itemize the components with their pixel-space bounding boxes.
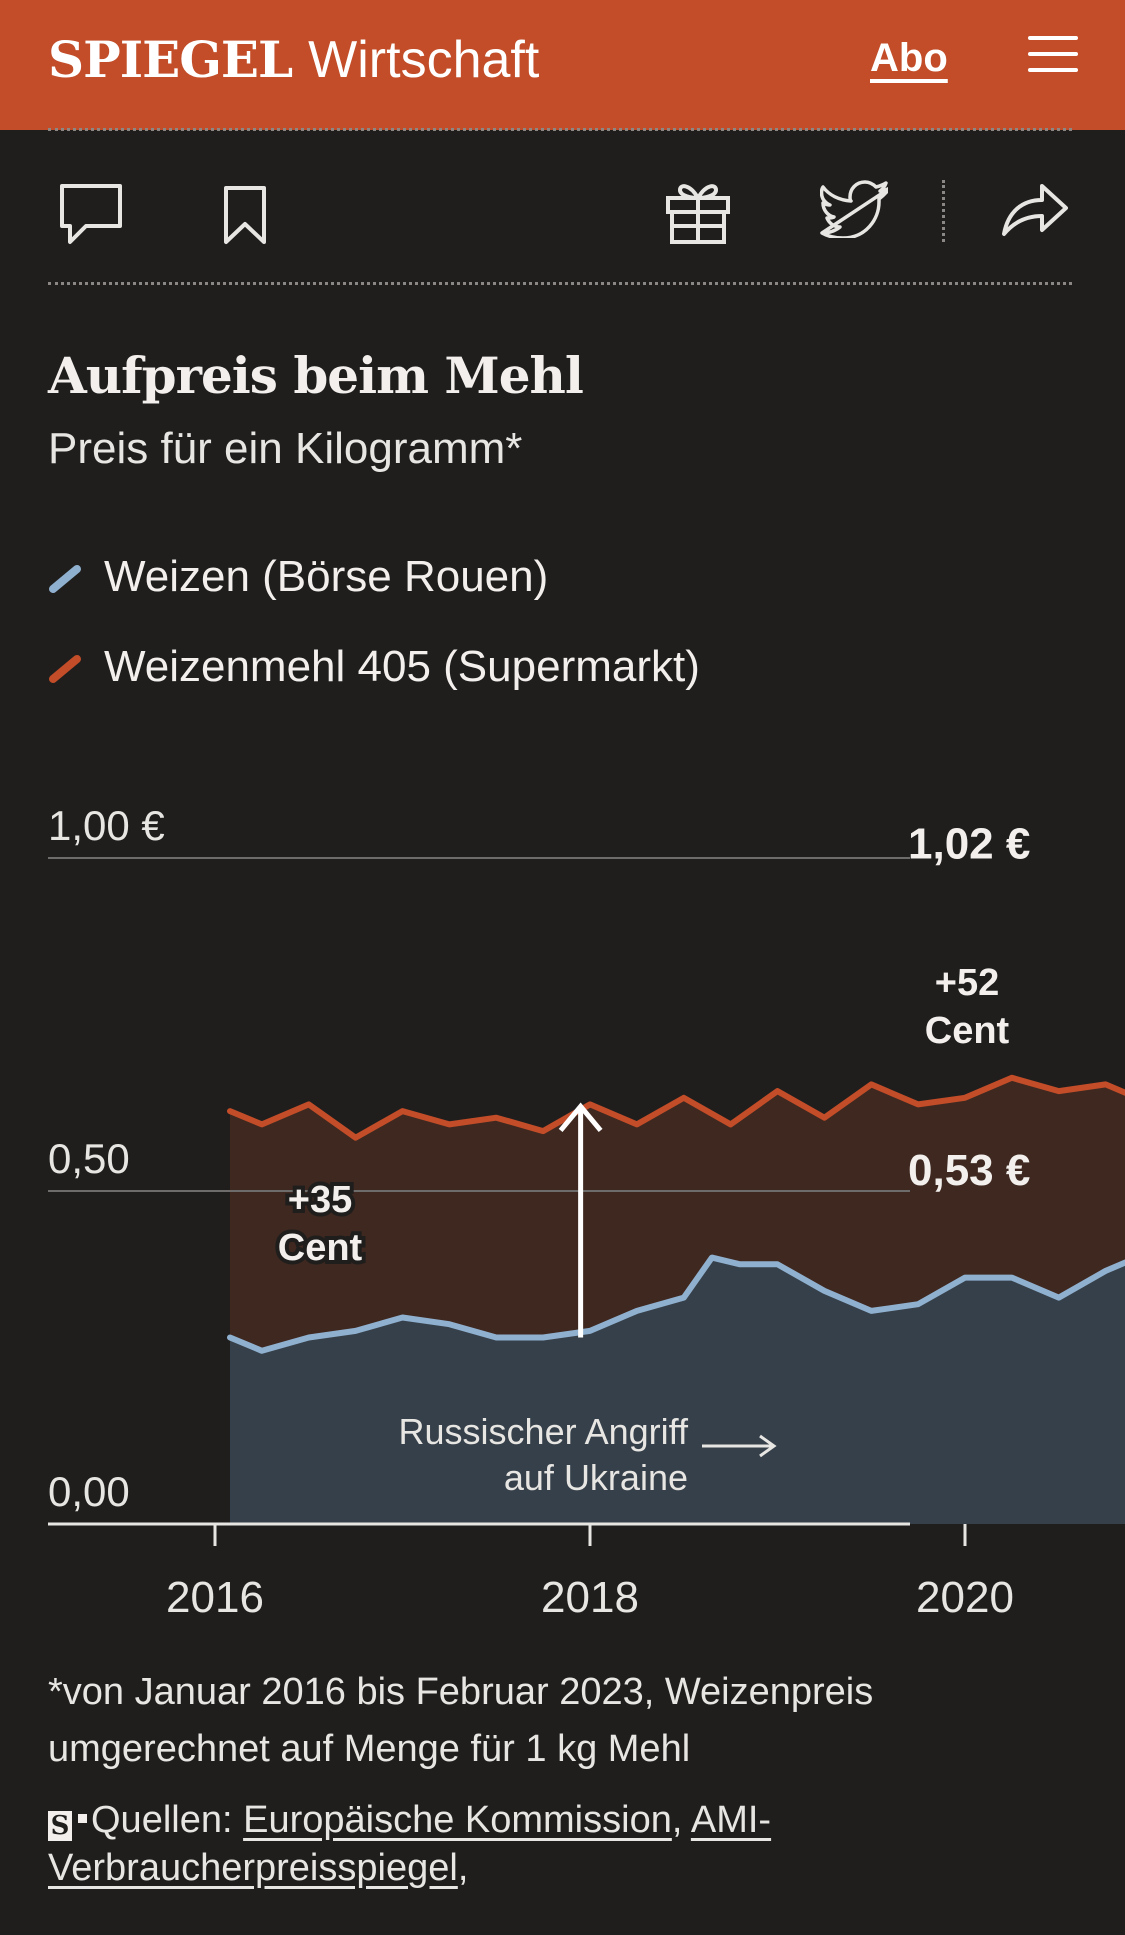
annotation-label-unit: Cent	[278, 1227, 363, 1269]
source-link-ami[interactable]: AMI-Verbraucherpreisspiegel	[48, 1799, 772, 1889]
share-icon[interactable]	[1000, 178, 1070, 238]
y-tick-label: 1,00 €	[48, 802, 165, 849]
x-tick-label: 2020	[916, 1573, 1014, 1620]
price-chart: 1,00 € 0,50 0,00 Russischer Angriff auf Ukra…	[48, 802, 1125, 1620]
legend-label-weizen: Weizen (Börse Rouen)	[104, 552, 549, 601]
y-tick-label: 0,00	[48, 1468, 130, 1515]
section-title: Wirtschaft	[308, 31, 540, 89]
weizen-line	[227, 1254, 1125, 1354]
abo-link[interactable]: Abo	[870, 36, 948, 80]
annotation-arrow-head	[558, 1102, 603, 1133]
toolbar-separator	[942, 180, 945, 242]
weizen-area	[230, 1257, 1125, 1524]
chart-subtitle: Preis für ein Kilogramm*	[48, 424, 523, 473]
end-value-label: 0,53 €	[908, 1146, 1030, 1195]
legend-swatch-weizen	[49, 565, 81, 593]
spiegel-logo: SPIEGEL	[48, 30, 293, 89]
comment-icon[interactable]	[58, 182, 124, 248]
annotation-label-value: +35	[288, 1179, 352, 1221]
gift-icon[interactable]	[664, 176, 732, 246]
divider-top	[48, 128, 1072, 131]
y-tick-label: 0,50	[48, 1135, 130, 1182]
legend-swatch-mehl	[49, 655, 81, 683]
event-label-line2: auf Ukraine	[504, 1457, 688, 1498]
chart-title: Aufpreis beim Mehl	[48, 346, 584, 405]
bookmark-icon[interactable]	[222, 184, 268, 246]
source-link-eu-commission[interactable]: Europäische Kommission	[243, 1799, 672, 1841]
end-value-label: 1,02 €	[908, 820, 1030, 869]
sources-suffix: ,	[457, 1847, 469, 1889]
event-arrow-head	[759, 1434, 777, 1458]
footnote: *von Januar 2016 bis Februar 2023, Weize…	[48, 1671, 874, 1770]
sources-separator: ,	[671, 1799, 691, 1841]
legend-item-weizen: Weizen (Börse Rouen)	[48, 552, 548, 602]
top-bar: SPIEGEL Wirtschaft Abo	[0, 0, 1125, 130]
brand[interactable]: SPIEGEL Wirtschaft	[48, 30, 539, 90]
menu-icon[interactable]	[1028, 36, 1078, 80]
x-tick-label: 2016	[166, 1573, 264, 1620]
spiegel-s-icon: S	[48, 1811, 72, 1841]
divider-toolbar	[48, 282, 1072, 285]
sources-prefix: Quellen:	[91, 1799, 244, 1841]
sources: S Quellen: Europäische Kommission, AMI-Ve…	[48, 1796, 1048, 1892]
mehl-line	[227, 1074, 1125, 1141]
legend-item-mehl: Weizenmehl 405 (Supermarkt)	[48, 642, 700, 692]
twitter-icon[interactable]	[820, 180, 888, 238]
annotation-label-value: +52	[935, 962, 999, 1004]
dot-icon	[78, 1814, 87, 1824]
x-tick-label: 2018	[541, 1573, 639, 1620]
event-label-line1: Russischer Angriff	[399, 1411, 689, 1452]
legend-label-mehl: Weizenmehl 405 (Supermarkt)	[104, 642, 700, 691]
annotation-label-unit: Cent	[925, 1010, 1010, 1052]
